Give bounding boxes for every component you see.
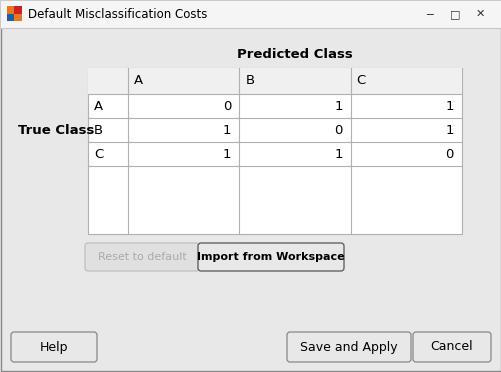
Text: 0: 0 <box>334 124 342 137</box>
Text: Default Misclassification Costs: Default Misclassification Costs <box>28 7 207 20</box>
FancyBboxPatch shape <box>412 332 490 362</box>
Text: A: A <box>94 99 103 112</box>
Bar <box>15 13 22 21</box>
Text: 1: 1 <box>222 124 231 137</box>
Text: 1: 1 <box>444 99 453 112</box>
FancyBboxPatch shape <box>11 332 97 362</box>
Text: 0: 0 <box>445 148 453 160</box>
Text: Import from Workspace: Import from Workspace <box>197 252 344 262</box>
Bar <box>7 13 15 21</box>
Text: ✕: ✕ <box>474 9 484 19</box>
Text: True Class: True Class <box>18 124 94 137</box>
Text: 1: 1 <box>444 124 453 137</box>
FancyBboxPatch shape <box>88 68 461 94</box>
Text: A: A <box>134 74 143 87</box>
Text: Cancel: Cancel <box>430 340 472 353</box>
FancyBboxPatch shape <box>287 332 410 362</box>
Text: C: C <box>356 74 365 87</box>
FancyBboxPatch shape <box>197 243 343 271</box>
Text: 1: 1 <box>334 148 342 160</box>
Text: B: B <box>94 124 103 137</box>
Text: ─: ─ <box>426 9 432 19</box>
FancyBboxPatch shape <box>88 68 461 234</box>
Text: Save and Apply: Save and Apply <box>300 340 397 353</box>
Text: Predicted Class: Predicted Class <box>236 48 352 61</box>
Text: 1: 1 <box>334 99 342 112</box>
Bar <box>7 6 15 13</box>
Text: C: C <box>94 148 103 160</box>
Text: 0: 0 <box>222 99 231 112</box>
FancyBboxPatch shape <box>85 243 198 271</box>
Text: Help: Help <box>40 340 68 353</box>
FancyBboxPatch shape <box>0 0 501 28</box>
Text: 1: 1 <box>222 148 231 160</box>
Text: □: □ <box>449 9 459 19</box>
Text: Reset to default: Reset to default <box>97 252 186 262</box>
Text: B: B <box>245 74 254 87</box>
Bar <box>15 6 22 13</box>
